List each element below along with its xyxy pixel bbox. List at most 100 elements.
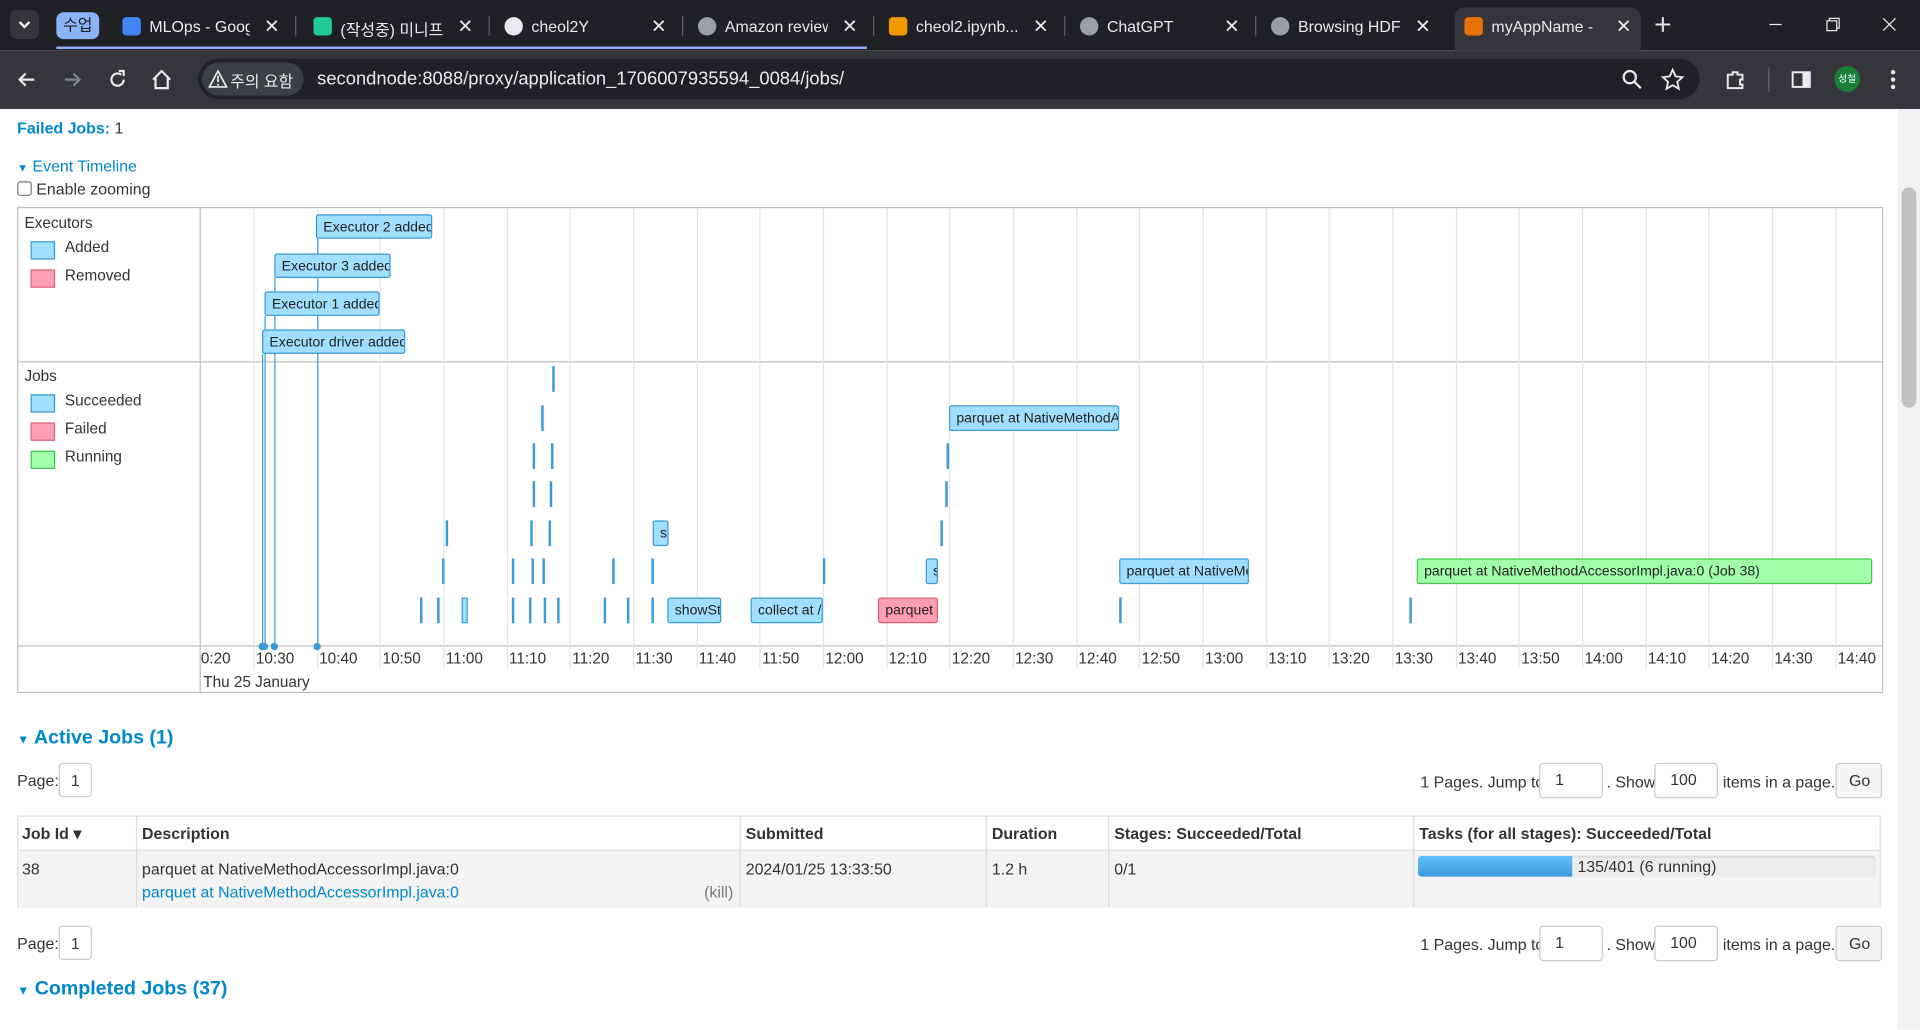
zoom-checkbox[interactable] xyxy=(17,181,32,196)
forward-button[interactable] xyxy=(60,67,84,91)
job-tick[interactable] xyxy=(461,597,468,624)
job-tick[interactable] xyxy=(552,366,555,392)
tab[interactable]: cheol2Y xyxy=(495,7,676,44)
job-event[interactable]: parquet at NativeMe xyxy=(1119,558,1249,585)
failed-jobs-label[interactable]: Failed Jobs: xyxy=(17,118,111,138)
job-event[interactable]: showStr xyxy=(667,597,722,624)
column-header[interactable]: Description xyxy=(142,824,230,843)
tab[interactable]: myAppName - xyxy=(1454,7,1641,51)
job-tick[interactable] xyxy=(946,443,949,469)
tab[interactable]: MLOps - Goog xyxy=(113,7,289,44)
page-size-input[interactable]: 100 xyxy=(1654,762,1718,799)
job-tick[interactable] xyxy=(532,481,536,507)
job-event[interactable]: parquet at NativeMethodAc xyxy=(948,405,1120,432)
tab-title[interactable]: cheol2.ipynb... xyxy=(915,17,1019,36)
page-number[interactable]: 1 xyxy=(58,925,92,960)
active-jobs-header[interactable]: ▼ Active Jobs (1) xyxy=(17,727,174,749)
omnibox[interactable] xyxy=(198,58,1700,100)
tab-group-chip[interactable]: 수업 xyxy=(56,12,100,40)
tab[interactable]: Browsing HDF xyxy=(1261,7,1440,44)
tab-close[interactable] xyxy=(842,18,857,33)
job-tick[interactable] xyxy=(531,558,534,585)
job-tick[interactable] xyxy=(532,443,536,469)
tab-close[interactable] xyxy=(1616,18,1631,33)
side-panel-icon[interactable] xyxy=(1789,67,1813,91)
executor-event[interactable]: Executor 1 added xyxy=(264,291,380,316)
job-tick[interactable] xyxy=(940,520,943,547)
security-chip[interactable]: 주의 요함 xyxy=(202,62,304,96)
kill-link[interactable]: (kill) xyxy=(704,882,734,902)
go-button[interactable]: Go xyxy=(1835,762,1883,799)
reload-button[interactable] xyxy=(105,67,129,91)
job-tick[interactable] xyxy=(511,597,515,624)
job-tick[interactable] xyxy=(651,597,654,624)
tab-title[interactable]: Browsing HDF xyxy=(1297,17,1401,36)
job-event[interactable]: parquet at NativeMethodAccessorImpl.java… xyxy=(1416,558,1873,585)
minimize-button[interactable] xyxy=(1766,15,1786,35)
tab-title[interactable]: cheol2Y xyxy=(531,17,589,36)
job-tick[interactable] xyxy=(437,597,440,624)
job-tick[interactable] xyxy=(445,520,449,547)
tab-close[interactable] xyxy=(1033,18,1048,33)
tab-close[interactable] xyxy=(1224,18,1239,33)
job-tick[interactable] xyxy=(551,443,554,469)
job-tick[interactable] xyxy=(1409,597,1412,624)
column-header[interactable]: Submitted xyxy=(745,824,824,843)
profile-avatar[interactable]: 성철 xyxy=(1834,66,1860,92)
menu-icon[interactable] xyxy=(1883,67,1903,91)
column-header[interactable]: Job Id ▾ xyxy=(22,824,82,843)
zoom-label[interactable]: Enable zooming xyxy=(36,180,151,199)
tab[interactable]: ChatGPT xyxy=(1070,7,1249,44)
jump-input[interactable]: 1 xyxy=(1539,762,1603,799)
zoom-icon[interactable] xyxy=(1620,67,1644,91)
job-event[interactable]: s xyxy=(925,558,938,585)
job-tick[interactable] xyxy=(1119,597,1122,624)
job-link[interactable]: parquet at NativeMethodAccessorImpl.java… xyxy=(142,882,459,902)
job-tick[interactable] xyxy=(822,558,826,585)
go-button[interactable]: Go xyxy=(1835,925,1883,962)
tab-close[interactable] xyxy=(651,18,666,33)
tab-close[interactable] xyxy=(1416,18,1431,33)
job-tick[interactable] xyxy=(530,520,533,547)
tab[interactable]: (작성중) 미니프 xyxy=(304,7,483,44)
column-header[interactable]: Duration xyxy=(991,824,1058,843)
tab[interactable]: Amazon review xyxy=(688,7,867,44)
job-tick[interactable] xyxy=(603,597,607,624)
job-tick[interactable] xyxy=(528,597,532,624)
new-tab-button[interactable] xyxy=(1653,15,1673,35)
tab-title[interactable]: myAppName - xyxy=(1491,17,1594,36)
job-tick[interactable] xyxy=(945,481,948,507)
tab-title[interactable]: Amazon review xyxy=(724,17,828,36)
scrollbar-thumb[interactable] xyxy=(1901,187,1917,408)
job-tick[interactable] xyxy=(557,597,560,624)
job-tick[interactable] xyxy=(543,597,547,624)
executor-event[interactable]: Executor 2 added xyxy=(315,214,433,239)
page-size-input[interactable]: 100 xyxy=(1654,925,1718,962)
job-tick[interactable] xyxy=(651,558,654,585)
active-jobs-title[interactable]: Active Jobs (1) xyxy=(33,727,174,749)
bookmark-icon[interactable] xyxy=(1660,67,1685,91)
executor-event[interactable]: Executor driver added xyxy=(262,329,406,354)
job-tick[interactable] xyxy=(442,558,445,585)
job-event[interactable]: sl xyxy=(652,520,669,547)
event-timeline-toggle[interactable]: ▼ Event Timeline xyxy=(17,156,137,176)
job-event[interactable]: parquet xyxy=(877,597,938,624)
job-tick[interactable] xyxy=(511,558,515,585)
job-tick[interactable] xyxy=(548,520,552,547)
job-tick[interactable] xyxy=(549,481,553,507)
job-tick[interactable] xyxy=(612,558,615,585)
executor-event[interactable]: Executor 3 added xyxy=(274,253,391,278)
column-header[interactable]: Stages: Succeeded/Total xyxy=(1114,824,1302,843)
tab-close[interactable] xyxy=(264,18,279,33)
column-header[interactable]: Tasks (for all stages): Succeeded/Total xyxy=(1419,824,1712,843)
back-button[interactable] xyxy=(15,67,39,91)
tab-title[interactable]: ChatGPT xyxy=(1106,17,1174,36)
job-tick[interactable] xyxy=(626,597,630,624)
zoom-option[interactable]: Enable zooming xyxy=(17,180,150,198)
tab-title[interactable]: MLOps - Goog xyxy=(149,17,250,36)
extensions-icon[interactable] xyxy=(1723,67,1747,91)
job-event[interactable]: collect at / xyxy=(750,597,823,624)
event-timeline-title[interactable]: Event Timeline xyxy=(32,156,137,176)
tab[interactable]: cheol2.ipynb... xyxy=(879,7,1058,44)
tab-search-button[interactable] xyxy=(9,9,40,40)
